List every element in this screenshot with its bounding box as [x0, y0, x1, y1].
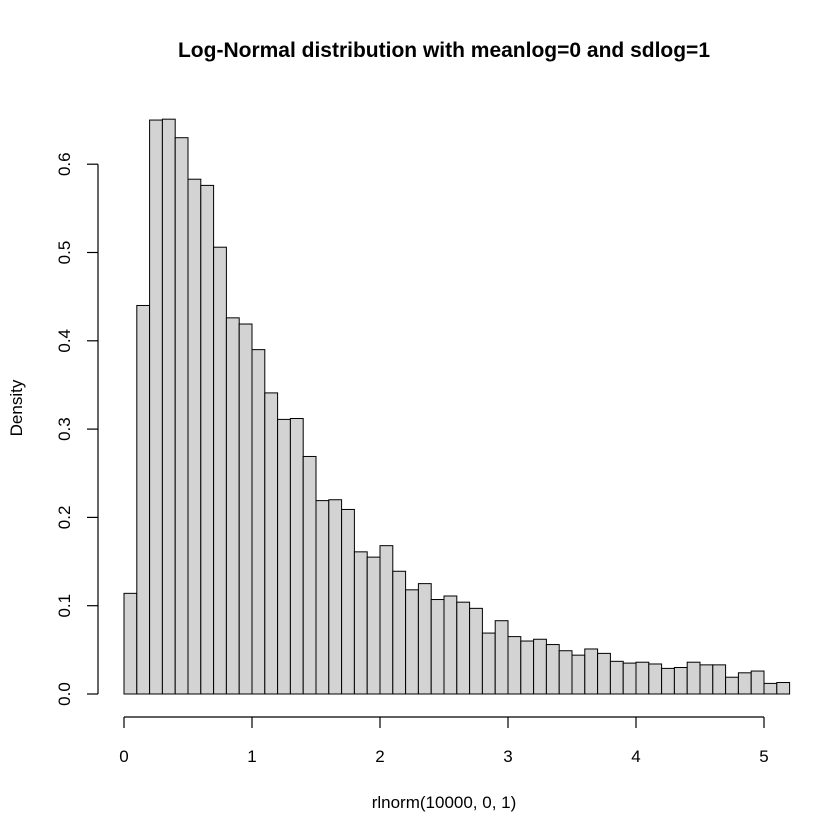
x-tick-label: 5 — [759, 747, 768, 766]
y-tick-label: 0.6 — [55, 152, 74, 176]
histogram-bar — [149, 119, 163, 695]
histogram-bar — [174, 137, 189, 695]
histogram-bar — [187, 178, 202, 695]
histogram-bar — [341, 508, 355, 695]
histogram-bar — [673, 667, 688, 695]
x-tick-label: 0 — [119, 747, 128, 766]
histogram-bar — [353, 551, 368, 695]
histogram-bar — [379, 545, 394, 695]
histogram-bar — [392, 570, 407, 695]
histogram-bar — [609, 660, 624, 695]
histogram-bar — [264, 392, 279, 695]
histogram-bar — [161, 118, 176, 695]
histogram-bar — [712, 664, 727, 695]
x-tick-label: 4 — [631, 747, 640, 766]
y-tick-label: 0.5 — [55, 241, 74, 265]
x-axis: 0 1 2 3 4 5 — [119, 716, 769, 766]
histogram-bar — [763, 682, 778, 695]
histogram-bar — [533, 638, 547, 695]
histogram-bar — [123, 592, 138, 695]
x-tick-label: 2 — [375, 747, 384, 766]
histogram-bar — [776, 682, 791, 695]
histogram-bar — [597, 652, 611, 695]
histogram-bar — [725, 676, 739, 695]
histogram-bar — [635, 661, 650, 695]
histogram-bar — [443, 595, 458, 695]
histogram-bar — [417, 583, 432, 695]
histogram-bar — [328, 499, 343, 695]
x-axis-label: rlnorm(10000, 0, 1) — [372, 793, 517, 812]
y-axis: 0.0 0.1 0.2 0.3 0.4 0.5 0.6 — [55, 152, 99, 706]
histogram-bar — [545, 644, 560, 695]
chart-title: Log-Normal distribution with meanlog=0 a… — [178, 39, 710, 62]
y-tick-label: 0.3 — [55, 417, 74, 441]
histogram-bar — [699, 664, 714, 695]
y-tick-label: 0.0 — [55, 682, 74, 706]
histogram-bar — [315, 500, 330, 695]
histogram-bar — [737, 672, 752, 695]
histogram-bar — [520, 640, 535, 695]
histogram-bar — [661, 667, 675, 695]
histogram-bar — [750, 670, 765, 695]
histogram-bar — [507, 636, 522, 695]
histogram-bar — [686, 661, 701, 695]
y-axis-label: Density — [7, 379, 26, 436]
histogram-bar — [136, 304, 151, 695]
histogram-bars — [123, 118, 791, 695]
histogram-bar — [366, 556, 381, 695]
histogram-bar — [571, 654, 586, 695]
histogram-bar — [238, 323, 253, 695]
histogram-bar — [469, 607, 483, 695]
histogram-bar — [430, 599, 445, 695]
histogram-bar — [200, 184, 215, 695]
histogram-bar — [289, 418, 304, 695]
y-tick-label: 0.4 — [55, 329, 74, 353]
histogram-bar — [302, 455, 317, 695]
histogram-bar — [622, 662, 637, 695]
histogram-bar — [481, 632, 496, 695]
y-tick-label: 0.1 — [55, 594, 74, 618]
histogram-bar — [251, 349, 266, 695]
histogram-bar — [277, 418, 291, 695]
histogram-bar — [225, 317, 240, 695]
histogram-bar — [213, 246, 227, 695]
histogram-bar — [558, 650, 573, 695]
histogram-bar — [494, 620, 509, 695]
x-tick-label: 3 — [503, 747, 512, 766]
y-tick-label: 0.2 — [55, 506, 74, 530]
histogram-bar — [584, 648, 599, 695]
histogram-bar — [648, 663, 663, 695]
histogram-bar — [405, 589, 419, 695]
x-tick-label: 1 — [247, 747, 256, 766]
histogram-bar — [456, 601, 471, 695]
